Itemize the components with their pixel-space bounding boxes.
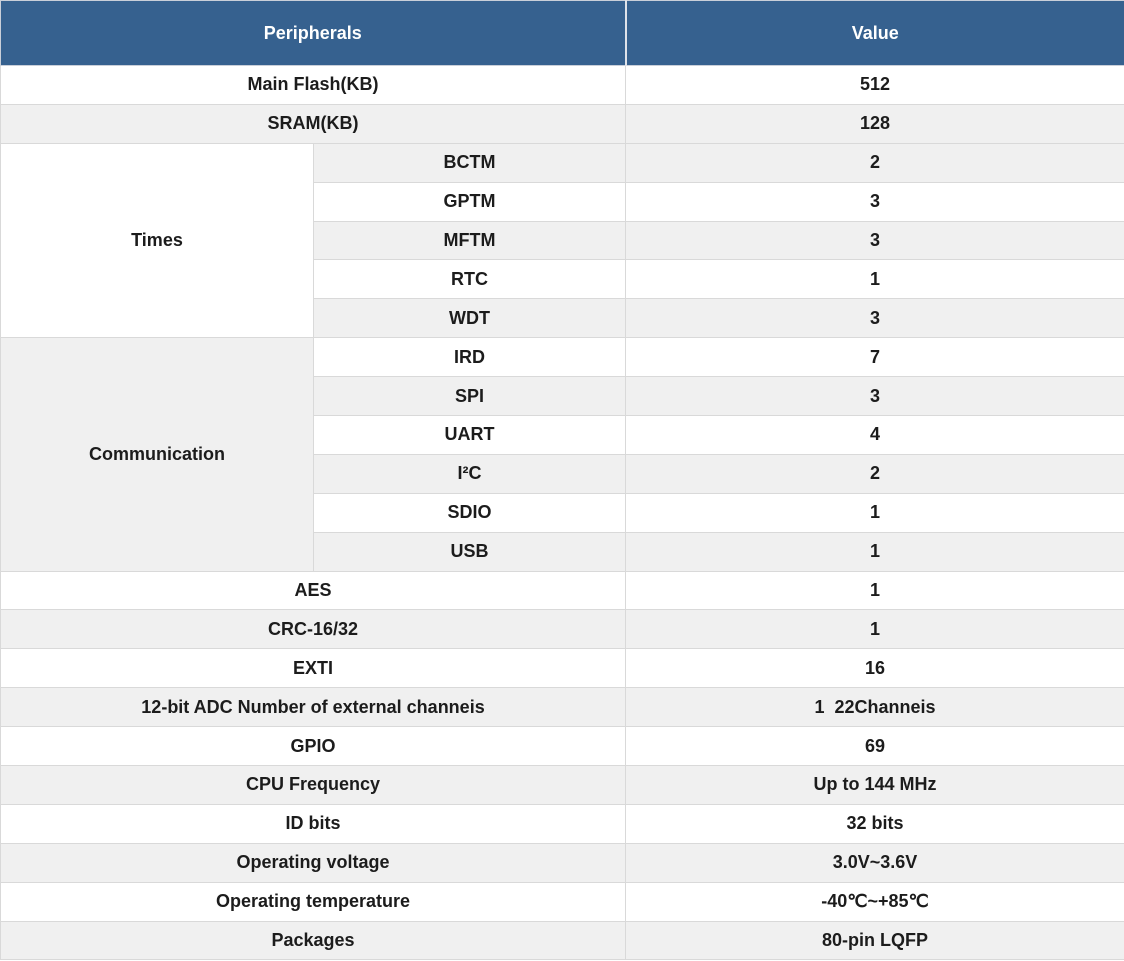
row-value: 3 (625, 376, 1124, 417)
table-row: Packages 80-pin LQFP (0, 920, 1124, 961)
row-label: UART (313, 415, 626, 455)
table-row: EXTI 16 (0, 648, 1124, 689)
row-label: MFTM (313, 220, 626, 261)
row-label: SRAM(KB) (0, 103, 626, 144)
table-row: WDT 3 (1, 298, 1124, 339)
table-row: AES 1 (0, 570, 1124, 611)
table-row: Times BCTM 2 (0, 142, 1124, 339)
row-value: 4 (625, 415, 1124, 455)
row-value: 2 (625, 142, 1124, 183)
table-row: SPI 3 (1, 376, 1124, 417)
row-value: 16 (625, 648, 1124, 689)
group-label-communication: Communication (0, 337, 314, 572)
row-label: CPU Frequency (0, 765, 626, 805)
table-row: 12-bit ADC Number of external channeis 1… (0, 687, 1124, 728)
row-label: GPIO (0, 726, 626, 767)
row-label: GPTM (313, 181, 626, 222)
group-label-times: Times (0, 142, 314, 339)
table-row: GPIO 69 (0, 726, 1124, 767)
row-value: 128 (625, 103, 1124, 144)
row-label: ID bits (0, 803, 626, 844)
table-row: Operating temperature -40℃~+85℃ (0, 881, 1124, 922)
row-label: SDIO (313, 492, 626, 533)
row-label: CRC-16/32 (0, 609, 626, 650)
table-row: UART 4 (1, 415, 1124, 455)
column-header-peripherals: Peripherals (0, 0, 626, 66)
row-value: 3 (625, 220, 1124, 261)
table-row: SRAM(KB) 128 (0, 103, 1124, 144)
row-value: 3 (625, 298, 1124, 339)
row-label: EXTI (0, 648, 626, 689)
row-label: RTC (313, 259, 626, 300)
row-label: Operating temperature (0, 881, 626, 922)
row-value: -40℃~+85℃ (625, 881, 1124, 922)
row-value: 1 (625, 531, 1124, 572)
row-label: Operating voltage (0, 842, 626, 883)
row-label: Packages (0, 920, 626, 961)
table-row: Operating voltage 3.0V~3.6V (0, 842, 1124, 883)
row-value: 80-pin LQFP (625, 920, 1124, 961)
table-row: CPU Frequency Up to 144 MHz (0, 765, 1124, 805)
row-label: USB (313, 531, 626, 572)
row-label: SPI (313, 376, 626, 417)
row-value: 1 (625, 492, 1124, 533)
row-value: 3 (625, 181, 1124, 222)
table-row: RTC 1 (1, 259, 1124, 300)
row-value: 1 (625, 259, 1124, 300)
row-value: 69 (625, 726, 1124, 767)
row-value: 512 (625, 65, 1124, 105)
row-label: I²C (313, 453, 626, 494)
table-row: CRC-16/32 1 (0, 609, 1124, 650)
table-row: USB 1 (1, 531, 1124, 572)
row-value: 2 (625, 453, 1124, 494)
table-row: I²C 2 (1, 453, 1124, 494)
table-row: Main Flash(KB) 512 (0, 65, 1124, 105)
table-row: Communication IRD 7 (0, 337, 1124, 572)
row-label: WDT (313, 298, 626, 339)
column-header-value: Value (624, 0, 1124, 66)
row-label: AES (0, 570, 626, 611)
row-label: 12-bit ADC Number of external channeis (0, 687, 626, 728)
row-label: IRD (313, 337, 626, 378)
row-value: 1 (625, 609, 1124, 650)
table-row: MFTM 3 (1, 220, 1124, 261)
row-value: 3.0V~3.6V (625, 842, 1124, 883)
row-value: 7 (625, 337, 1124, 378)
row-value: Up to 144 MHz (625, 765, 1124, 805)
row-value: 1 22Channeis (625, 687, 1124, 728)
table-row: SDIO 1 (1, 492, 1124, 533)
row-label: BCTM (313, 142, 626, 183)
row-value: 1 (625, 570, 1124, 611)
header-row: Peripherals Value (0, 0, 1124, 66)
table-row: GPTM 3 (1, 181, 1124, 222)
row-label: Main Flash(KB) (0, 65, 626, 105)
table-row: ID bits 32 bits (0, 803, 1124, 844)
row-value: 32 bits (625, 803, 1124, 844)
